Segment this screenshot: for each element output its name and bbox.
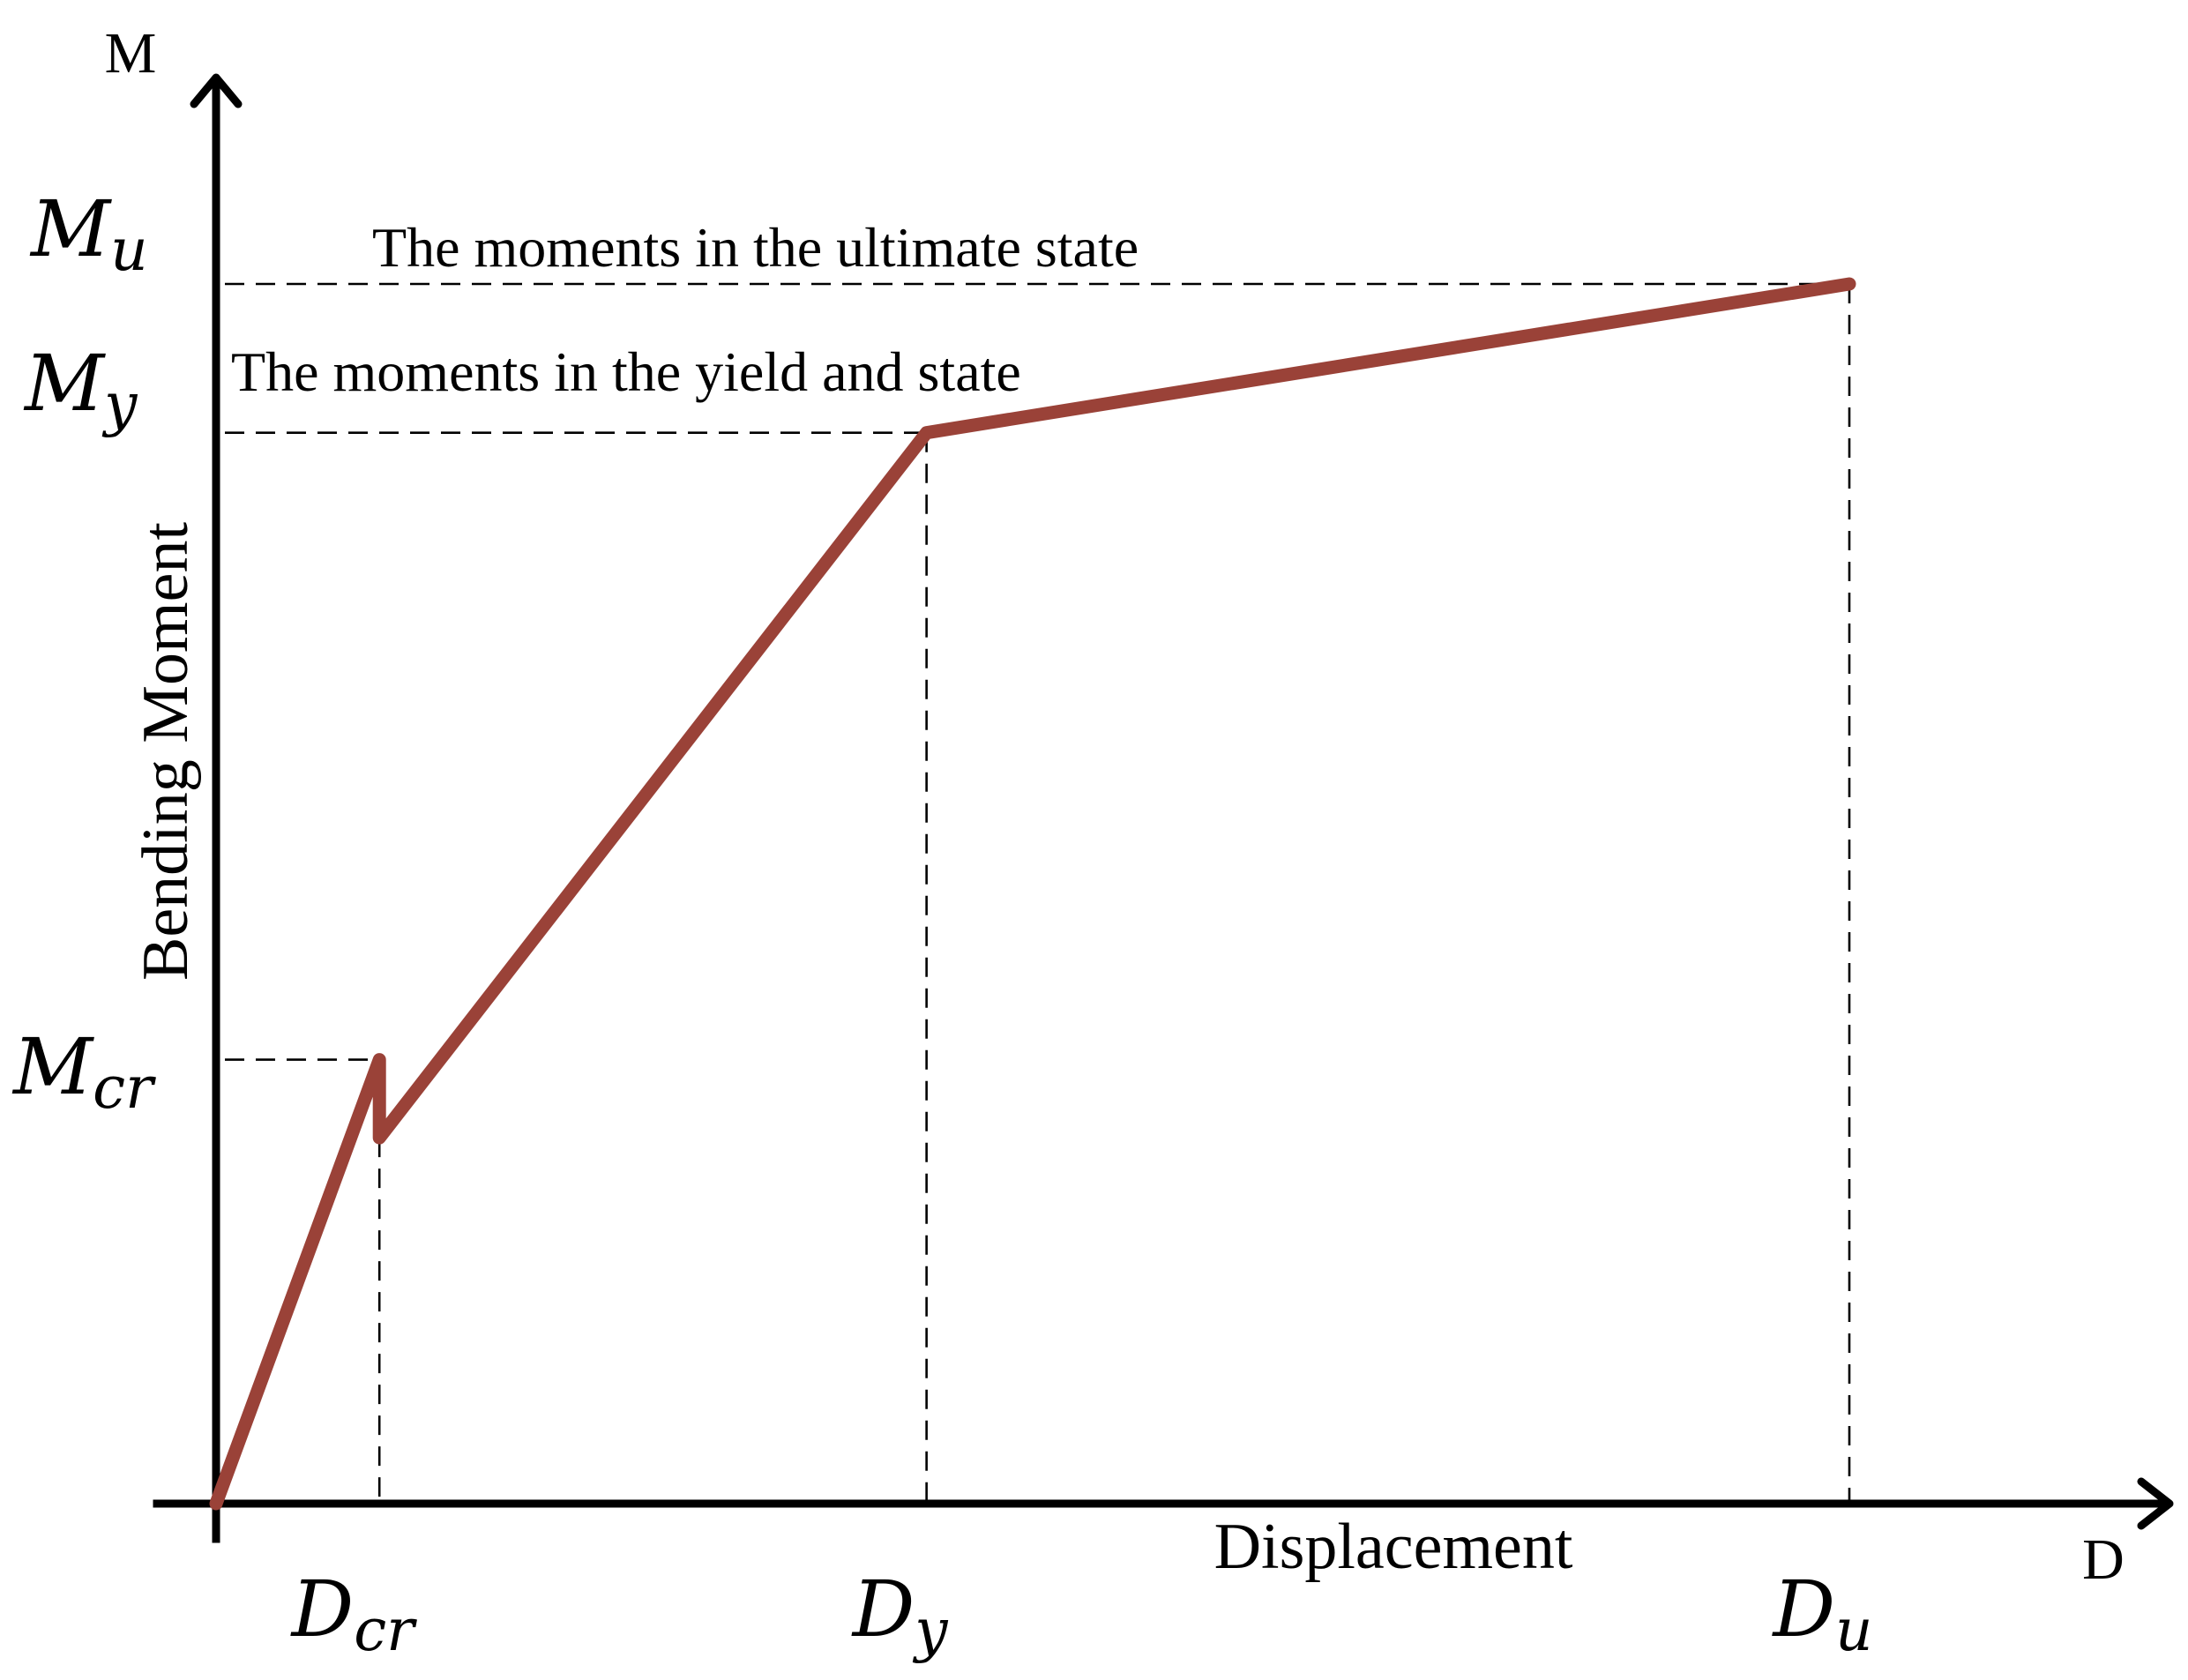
- x-tick-label-du: Du: [1771, 1564, 1872, 1664]
- y-tick-label-mu: Mu: [29, 183, 148, 284]
- y-axis-symbol: M: [105, 21, 157, 86]
- x-tick-label-dcr: Dcr: [290, 1564, 418, 1664]
- x-axis-symbol: D: [2082, 1527, 2125, 1592]
- y-tick-label-mcr: Mcr: [11, 1021, 156, 1122]
- guide-lines: [225, 282, 1851, 1504]
- y-tick-label-my: My: [23, 338, 138, 438]
- x-axis-label: Displacement: [1214, 1511, 1573, 1583]
- x-axis-arrow: [2137, 1477, 2174, 1530]
- moment-displacement-curve: [209, 277, 1856, 1511]
- x-tick-labels: Dcr Dy Du: [290, 1564, 1873, 1664]
- y-axis-label: Bending Moment: [130, 522, 202, 981]
- y-tick-labels: Mcr My Mu: [11, 183, 156, 1122]
- y-axis-arrow: [190, 73, 243, 108]
- annotation-yield-state: The moments in the yield and state: [231, 340, 1021, 403]
- annotation-ultimate-state: The moments in the ultimate state: [372, 216, 1139, 279]
- x-tick-label-dy: Dy: [851, 1564, 949, 1664]
